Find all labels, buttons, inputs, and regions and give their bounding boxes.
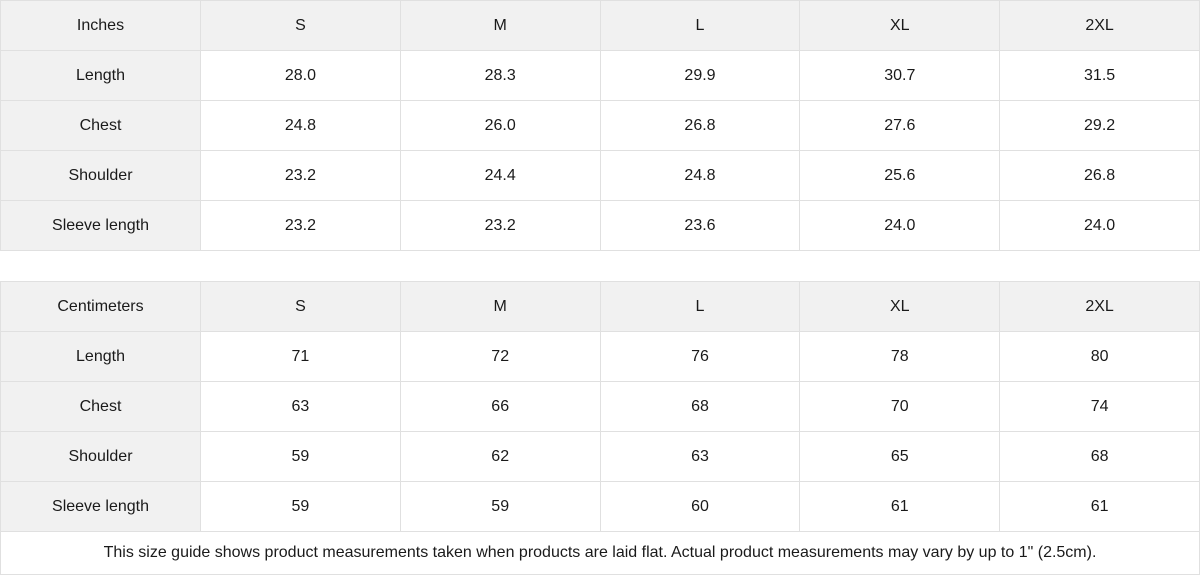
cell-value: 23.2: [200, 200, 401, 251]
row-label: Shoulder: [0, 150, 201, 201]
cell-value: 30.7: [799, 50, 1001, 101]
cell-value: 24.0: [999, 200, 1200, 251]
cell-value: 59: [200, 481, 401, 532]
cell-value: 61: [999, 481, 1200, 532]
cell-value: 59: [200, 431, 401, 482]
cell-value: 66: [399, 381, 601, 432]
size-table-centimeters: Centimeters S M L XL 2XL Length 71 72 76…: [0, 281, 1200, 532]
row-label: Length: [0, 331, 201, 382]
cell-value: 61: [799, 481, 1001, 532]
table-row-chest: Chest 24.8 26.0 26.8 27.6 29.2: [0, 100, 1200, 151]
column-header-2xl: 2XL: [999, 0, 1200, 51]
cell-value: 26.8: [999, 150, 1200, 201]
table-row-length: Length 71 72 76 78 80: [0, 331, 1200, 382]
cell-value: 24.0: [799, 200, 1001, 251]
cell-value: 24.8: [599, 150, 801, 201]
table-gap: [0, 251, 1200, 281]
table-row-length: Length 28.0 28.3 29.9 30.7 31.5: [0, 50, 1200, 101]
cell-value: 72: [399, 331, 601, 382]
table-row-sleeve-length: Sleeve length 23.2 23.2 23.6 24.0 24.0: [0, 200, 1200, 251]
column-header-2xl: 2XL: [999, 281, 1200, 332]
cell-value: 25.6: [799, 150, 1001, 201]
cell-value: 23.2: [200, 150, 401, 201]
cell-value: 29.2: [999, 100, 1200, 151]
table-header-row: Centimeters S M L XL 2XL: [0, 281, 1200, 332]
cell-value: 80: [999, 331, 1200, 382]
footnote-text: This size guide shows product measuremen…: [103, 544, 1097, 561]
cell-value: 65: [799, 431, 1001, 482]
cell-value: 59: [399, 481, 601, 532]
column-header-l: L: [599, 281, 801, 332]
table-header-row: Inches S M L XL 2XL: [0, 0, 1200, 51]
column-header-xl: XL: [799, 281, 1001, 332]
row-label: Shoulder: [0, 431, 201, 482]
column-header-l: L: [599, 0, 801, 51]
cell-value: 78: [799, 331, 1001, 382]
cell-value: 68: [599, 381, 801, 432]
cell-value: 26.0: [399, 100, 601, 151]
column-header-s: S: [200, 281, 401, 332]
cell-value: 23.6: [599, 200, 801, 251]
table-row-sleeve-length: Sleeve length 59 59 60 61 61: [0, 481, 1200, 532]
cell-value: 62: [399, 431, 601, 482]
size-guide-footnote: This size guide shows product measuremen…: [0, 532, 1200, 575]
cell-value: 26.8: [599, 100, 801, 151]
cell-value: 31.5: [999, 50, 1200, 101]
table-row-shoulder: Shoulder 59 62 63 65 68: [0, 431, 1200, 482]
cell-value: 63: [200, 381, 401, 432]
row-label: Chest: [0, 381, 201, 432]
row-label: Sleeve length: [0, 200, 201, 251]
cell-value: 28.0: [200, 50, 401, 101]
cell-value: 76: [599, 331, 801, 382]
cell-value: 24.4: [399, 150, 601, 201]
cell-value: 63: [599, 431, 801, 482]
size-table-inches: Inches S M L XL 2XL Length 28.0 28.3 29.…: [0, 0, 1200, 251]
cell-value: 24.8: [200, 100, 401, 151]
table-row-shoulder: Shoulder 23.2 24.4 24.8 25.6 26.8: [0, 150, 1200, 201]
unit-header-inches: Inches: [0, 0, 201, 51]
column-header-m: M: [399, 281, 601, 332]
cell-value: 27.6: [799, 100, 1001, 151]
table-row-chest: Chest 63 66 68 70 74: [0, 381, 1200, 432]
row-label: Chest: [0, 100, 201, 151]
cell-value: 74: [999, 381, 1200, 432]
row-label: Sleeve length: [0, 481, 201, 532]
column-header-s: S: [200, 0, 401, 51]
cell-value: 70: [799, 381, 1001, 432]
unit-header-centimeters: Centimeters: [0, 281, 201, 332]
cell-value: 29.9: [599, 50, 801, 101]
cell-value: 23.2: [399, 200, 601, 251]
cell-value: 68: [999, 431, 1200, 482]
row-label: Length: [0, 50, 201, 101]
cell-value: 71: [200, 331, 401, 382]
cell-value: 28.3: [399, 50, 601, 101]
column-header-m: M: [399, 0, 601, 51]
column-header-xl: XL: [799, 0, 1001, 51]
cell-value: 60: [599, 481, 801, 532]
